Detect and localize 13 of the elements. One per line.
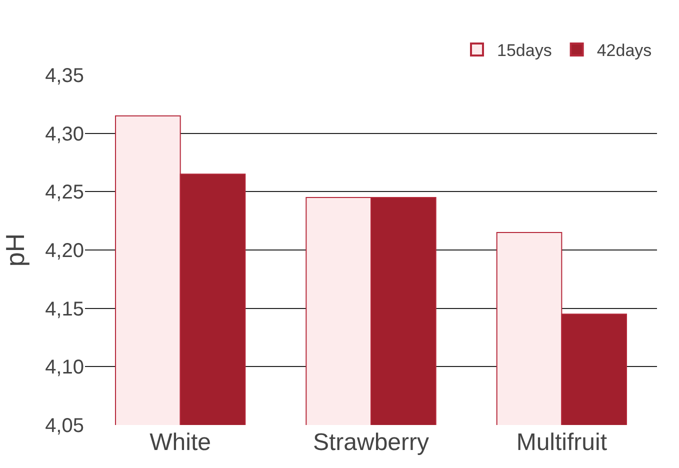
- y-tick-label: 4,15: [45, 298, 84, 320]
- y-axis-title: pH: [0, 233, 30, 267]
- y-tick-label: 4,25: [45, 182, 84, 204]
- x-tick-label: White: [150, 429, 212, 456]
- x-tick-label: Multifruit: [516, 429, 608, 456]
- y-tick-label: 4,10: [45, 356, 84, 379]
- legend-label: 15days: [497, 41, 552, 60]
- y-tick-label: 4,30: [45, 123, 84, 146]
- legend-label: 42days: [596, 41, 652, 60]
- x-tick-label: Strawberry: [312, 429, 430, 456]
- y-tick-label: 4,05: [45, 415, 84, 437]
- y-tick-label: 4,20: [45, 240, 84, 262]
- y-tick-label: 4,35: [45, 65, 84, 87]
